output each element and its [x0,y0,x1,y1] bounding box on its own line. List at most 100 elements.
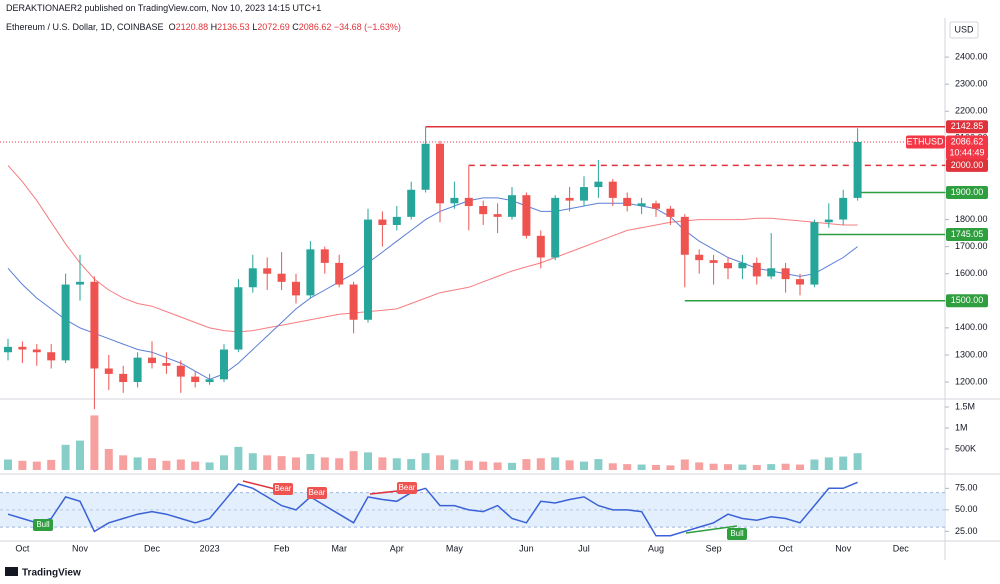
annotation-box [397,482,417,494]
candle-body [436,143,444,204]
countdown-label: 10:44:49 [949,147,984,157]
candle-body [637,203,646,207]
candle-body [234,287,243,350]
volume-bar [608,463,617,470]
annotation-box [727,528,747,540]
x-tick-label: Nov [72,543,89,553]
volume-bar [493,462,502,470]
level-label: 1745.05 [951,229,984,239]
volume-bar [479,461,488,470]
candle-body [493,214,502,217]
divergence-line [685,525,738,534]
level-label: 1500.00 [951,295,984,305]
candle-body [623,197,632,207]
candle-body [349,284,358,320]
candle-body [565,197,574,201]
candle-body [536,235,545,258]
y-tick-label: 1700.00 [955,241,988,251]
symbol: Ethereum / U.S. Dollar, 1D, COINBASE [6,22,164,32]
volume-bar [738,464,747,470]
level-label-box [946,158,988,172]
volume-bar [133,457,142,470]
x-tick-label: 2023 [200,543,220,553]
level-label-box [946,227,988,241]
y-tick-label: 500K [955,443,976,453]
x-tick-label: Oct [779,543,794,553]
volume-bar [76,440,84,470]
x-tick-label: Mar [331,543,347,553]
candle-body [133,357,142,383]
candle-body [263,268,272,274]
volume-bar [695,462,704,470]
candle-body [148,357,156,364]
volume-bar [853,453,862,470]
candle-body [738,262,747,269]
level-label: 2000.00 [951,160,984,170]
y-tick-label: 1.5M [955,401,975,411]
annotation: Bull [730,529,744,538]
y-tick-label: 1800.00 [955,214,988,224]
annotation-box [33,519,53,531]
volume-bar [796,464,804,470]
candle-body [292,281,300,296]
candle-body [824,219,833,223]
candle-body [839,197,848,220]
y-tick-label: 2300.00 [955,79,988,89]
volume-bar [205,462,214,470]
candle-body [594,181,603,188]
volume-bar [292,457,300,470]
volume-bar [4,459,12,470]
rsi-line [7,481,858,537]
x-tick-label: Oct [15,543,30,553]
x-tick-label: May [446,543,464,553]
candle-body [277,273,286,282]
volume-bar [680,459,689,470]
last-price-label: 2086.62 [951,136,984,146]
x-tick-label: Dec [144,543,161,553]
volume-bar [810,459,819,470]
volume-bar [652,464,660,470]
candle-body [364,219,372,320]
volume-bar [436,455,444,470]
y-tick-label: 1600.00 [955,268,988,278]
candle-body [61,284,70,361]
y-tick-label: 25.00 [955,526,978,536]
change: −34.68 (−1.63%) [333,22,401,32]
volume-bar [335,458,344,470]
candle-body [306,249,315,296]
candle-body [464,197,473,207]
volume-bar [176,459,185,470]
x-tick-label: Jul [578,543,590,553]
volume-bar [824,457,833,470]
candle-body [47,352,56,361]
ohlc-value: 2086.62 [298,22,332,32]
candle-body [508,195,516,217]
candle-body [191,376,200,383]
volume-bar [320,457,329,470]
y-tick-label: 1400.00 [955,322,988,332]
level-label: 1900.00 [951,187,984,197]
y-tick-label: 1200.00 [955,376,988,386]
volume-bar [364,452,372,470]
y-tick-label: 50.00 [955,504,978,514]
candle-body [18,346,27,350]
volume-bar [306,454,315,470]
volume-bar [392,458,401,470]
candle-body [752,262,761,277]
candle-body [248,268,257,288]
volume-bar [32,461,41,470]
currency-box[interactable] [949,21,979,39]
volume-bar [119,455,128,470]
y-tick-label: 1M [955,422,968,432]
volume-bar [781,463,790,470]
candle-body [119,373,128,383]
candle-body [205,379,214,383]
candle-body [4,346,12,353]
symbol-box [906,135,945,149]
candle-body [90,281,99,369]
y-tick-label: 2400.00 [955,51,988,61]
volume-bar [839,456,848,470]
